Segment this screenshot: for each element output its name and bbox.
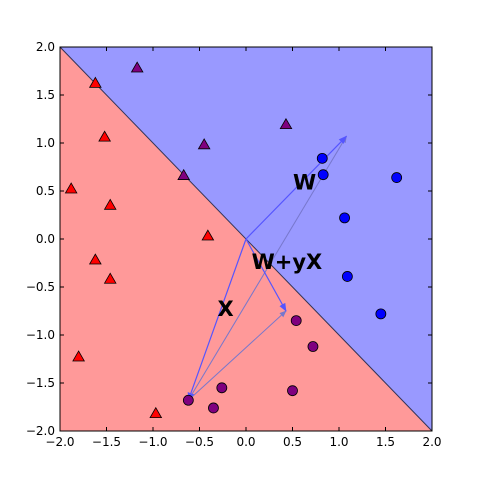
x-tick-label: 0.5 [283, 435, 302, 449]
y-tick-label: −0.5 [26, 280, 55, 294]
circle-point [316, 152, 328, 164]
vector-arrow-1 [187, 238, 247, 402]
x-tick-label: 2.0 [422, 435, 441, 449]
circle-point [287, 385, 298, 397]
triangle-point [98, 130, 112, 142]
y-tick-label: 1.0 [36, 136, 55, 150]
triangle-point [72, 350, 85, 362]
triangle-point [88, 76, 102, 88]
x-tick-label: 1.0 [329, 435, 348, 449]
x-to-w-line [187, 135, 347, 401]
y-tick-label: 1.5 [36, 88, 55, 102]
triangle-point [177, 168, 191, 180]
circle-point [341, 271, 353, 282]
y-tick-label: −2.0 [26, 424, 55, 438]
vector-label: X [217, 297, 233, 321]
circle-point [208, 402, 219, 414]
x-tick-label: −1.0 [138, 435, 167, 449]
triangle-point [88, 253, 102, 265]
x-tick-label: −1.5 [92, 435, 121, 449]
y-tick-label: 0.0 [36, 232, 55, 246]
circle-point [375, 308, 387, 320]
triangle-point [149, 406, 163, 419]
x-to-update-line [188, 310, 287, 401]
x-tick-label: −2.0 [45, 435, 74, 449]
triangle-point [103, 272, 117, 284]
y-tick-label: −1.5 [26, 376, 55, 390]
triangle-point [64, 182, 78, 194]
x-tick-label: −0.5 [185, 435, 214, 449]
circle-point [182, 394, 194, 406]
triangle-point [279, 117, 293, 130]
circle-point [290, 315, 302, 327]
plot-area: W W+yX X [59, 46, 433, 432]
circle-point [216, 382, 228, 394]
x-tick-label: 1.5 [376, 435, 395, 449]
x-tick-label: 0.0 [236, 435, 255, 449]
triangle-point [197, 138, 211, 150]
circle-point [317, 169, 329, 181]
circle-point [339, 212, 350, 224]
vector-arrow-0 [245, 135, 348, 240]
triangle-point [103, 198, 117, 210]
circle-point [307, 341, 319, 352]
circle-point [391, 172, 403, 183]
vector-label: W+yX [252, 250, 323, 274]
triangle-point [201, 229, 215, 241]
y-tick-label: 0.5 [36, 184, 55, 198]
y-tick-label: −1.0 [26, 328, 55, 342]
vector-label: W [293, 170, 316, 194]
y-tick-label: 2.0 [36, 40, 55, 54]
axes: −2.0 −1.5 −1.0 −0.5 0.0 0.5 1.0 1.5 2.0 2.0 1.5 1.0… [26, 40, 442, 449]
vector-arrow-2 [245, 238, 287, 312]
triangle-point [130, 61, 144, 73]
